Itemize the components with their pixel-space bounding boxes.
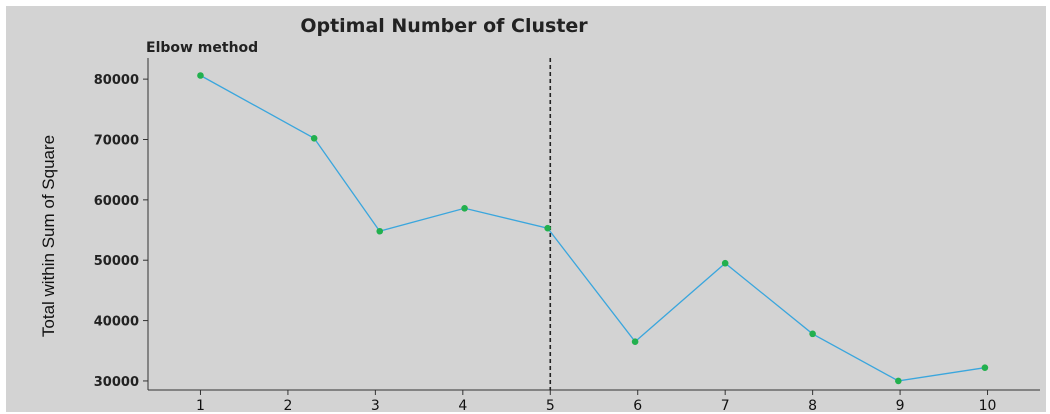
wss-data-point — [895, 377, 902, 385]
wss-data-point — [376, 227, 384, 235]
y-tick-label: 30000 — [94, 375, 139, 390]
axes: 30000 40000 50000 60000 70000 80000 1 2 3 4 5 6 7 8 9 1… — [94, 58, 1040, 412]
chart-panel: Optimal Number of Cluster Elbow method T… — [6, 6, 1046, 412]
x-tick-label: 2 — [283, 398, 292, 412]
wss-data-point — [544, 224, 551, 232]
y-tick-label: 50000 — [94, 254, 139, 269]
x-tick-label: 3 — [371, 398, 380, 412]
x-tick-label: 1 — [196, 398, 205, 412]
wss-data-point — [631, 338, 639, 346]
wss-data-point — [721, 259, 729, 267]
chart-subtitle: Elbow method — [146, 40, 258, 56]
x-tick-label: 8 — [808, 398, 817, 412]
y-tick-label: 40000 — [94, 315, 139, 330]
x-tick-label: 7 — [721, 398, 730, 412]
wss-data-point — [981, 364, 989, 371]
y-tick-label: 80000 — [94, 73, 139, 88]
x-tick-label: 5 — [546, 398, 555, 412]
series-group — [197, 72, 989, 385]
x-tick-label: 4 — [458, 398, 467, 412]
x-tick-label: 6 — [633, 398, 642, 412]
y-tick-label: 60000 — [94, 194, 139, 209]
chart-title: Optimal Number of Cluster — [300, 15, 588, 37]
wss-series-line — [200, 74, 985, 382]
wss-data-point — [809, 330, 816, 338]
x-tick-label: 10 — [979, 398, 997, 412]
y-tick-label: 70000 — [94, 133, 139, 148]
elbow-chart: Optimal Number of Cluster Elbow method T… — [39, 15, 1040, 412]
x-tick-label: 9 — [896, 398, 905, 412]
wss-data-point — [197, 72, 204, 79]
wss-data-point — [310, 134, 318, 142]
y-axis-label: Total within Sum of Square — [39, 135, 58, 337]
wss-data-point — [461, 205, 468, 212]
